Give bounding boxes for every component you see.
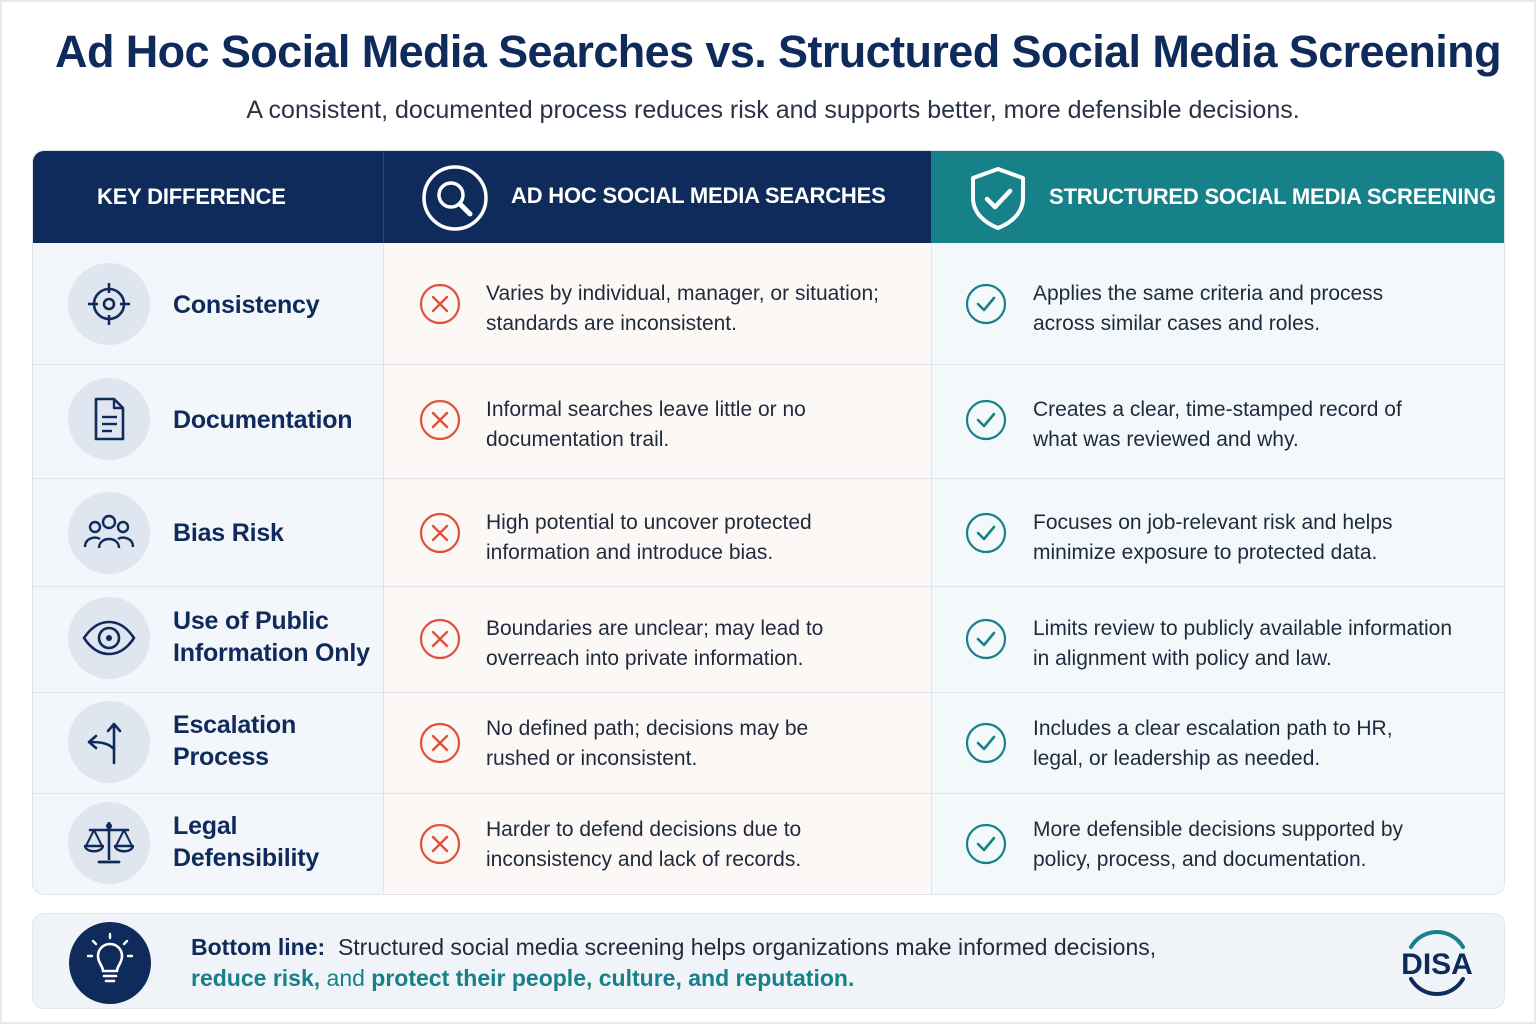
structured-cell: More defensible decisions supported by p…	[1033, 818, 1404, 871]
row-divider	[33, 586, 1504, 587]
cross-icon	[419, 283, 461, 325]
column-divider	[383, 243, 384, 894]
row-label: Escalation Process	[173, 711, 297, 771]
row-icon-circle	[68, 492, 150, 574]
adhoc-cell: Varies by individual, manager, or situat…	[486, 282, 879, 335]
header-adhoc-label: AD HOC SOCIAL MEDIA SEARCHES	[511, 183, 886, 208]
adhoc-cell: Boundaries are unclear; may lead to over…	[486, 617, 824, 670]
header-structured: STRUCTURED SOCIAL MEDIA SCREENING	[931, 151, 1504, 243]
disa-logo: DISA	[1401, 929, 1473, 997]
table-row: Escalation Process No defined path; deci…	[33, 693, 1504, 793]
adhoc-cell: Informal searches leave little or no doc…	[486, 398, 806, 451]
bottom-line-text-1: Bottom line: Structured social media scr…	[191, 934, 1156, 961]
cross-icon	[419, 399, 461, 441]
header-key-difference: KEY DIFFERENCE	[33, 151, 383, 243]
check-icon	[965, 722, 1007, 764]
table-row: Legal Defensibility Harder to defend dec…	[33, 794, 1504, 894]
lightbulb-icon	[86, 932, 134, 983]
row-icon-circle	[68, 701, 150, 783]
structured-cell: Creates a clear, time-stamped record of …	[1033, 398, 1402, 451]
check-icon	[965, 283, 1007, 325]
page-title: Ad Hoc Social Media Searches vs. Structu…	[55, 26, 1502, 77]
row-divider	[33, 692, 1504, 693]
scales-icon	[83, 822, 135, 864]
eye-icon	[82, 620, 136, 656]
cross-icon	[419, 512, 461, 554]
table-row: Consistency Varies by individual, manage…	[33, 243, 1504, 364]
row-icon-circle	[68, 378, 150, 460]
row-icon-circle	[68, 597, 150, 679]
row-divider	[33, 793, 1504, 794]
row-icon-circle	[68, 802, 150, 884]
adhoc-column-bg	[384, 243, 931, 894]
row-label: Bias Risk	[173, 519, 284, 547]
people-icon	[83, 514, 135, 549]
bottom-line-text-2: reduce risk, and protect their people, c…	[191, 965, 855, 991]
structured-cell: Limits review to publicly available info…	[1033, 617, 1453, 670]
comparison-table: KEY DIFFERENCE AD HOC SOCIAL MEDIA SEARC…	[32, 150, 1505, 895]
table-row: Bias Risk High potential to uncover prot…	[33, 479, 1504, 586]
bulb-circle	[69, 922, 151, 1004]
structured-cell: Focuses on job-relevant risk and helps m…	[1033, 511, 1393, 564]
table-row: Use of Public Information Only Boundarie…	[33, 587, 1504, 692]
row-label: Consistency	[173, 291, 320, 319]
adhoc-cell: Harder to defend decisions due to incons…	[486, 818, 802, 871]
row-divider	[33, 364, 1504, 365]
cross-icon	[419, 722, 461, 764]
split-arrows-icon	[87, 722, 122, 765]
header-structured-label: STRUCTURED SOCIAL MEDIA SCREENING	[1049, 184, 1496, 209]
cross-icon	[419, 618, 461, 660]
page-subtitle: A consistent, documented process reduces…	[246, 96, 1300, 124]
header-divider	[383, 151, 384, 243]
table-row: Documentation Informal searches leave li…	[33, 365, 1504, 478]
adhoc-cell: No defined path; decisions may be rushed…	[486, 717, 809, 770]
check-icon	[965, 399, 1007, 441]
header-adhoc: AD HOC SOCIAL MEDIA SEARCHES	[384, 151, 931, 243]
bottom-line-label: Bottom line:	[191, 934, 326, 960]
row-divider	[33, 478, 1504, 479]
target-icon	[88, 283, 130, 325]
shield-check-icon	[971, 167, 1025, 230]
document-icon	[94, 397, 125, 441]
magnifier-icon	[422, 165, 488, 231]
check-icon	[965, 823, 1007, 865]
column-divider	[931, 243, 932, 894]
row-icon-circle	[68, 263, 150, 345]
row-label: Documentation	[173, 406, 353, 434]
row-label: Use of Public Information Only	[173, 607, 370, 667]
bottom-line-banner: Bottom line: Structured social media scr…	[32, 913, 1505, 1009]
bottom-line-sentence: Structured social media screening helps …	[337, 934, 1157, 960]
row-label: Legal Defensibility	[173, 812, 320, 872]
structured-cell: Includes a clear escalation path to HR, …	[1033, 717, 1393, 770]
header-key-label: KEY DIFFERENCE	[97, 184, 286, 209]
cross-icon	[419, 823, 461, 865]
check-icon	[965, 618, 1007, 660]
adhoc-cell: High potential to uncover protected info…	[486, 511, 812, 564]
structured-column-bg	[932, 243, 1504, 894]
check-icon	[965, 512, 1007, 554]
structured-cell: Applies the same criteria and process ac…	[1033, 282, 1384, 335]
table-header: KEY DIFFERENCE AD HOC SOCIAL MEDIA SEARC…	[33, 151, 1504, 243]
svg-text:DISA: DISA	[1401, 948, 1473, 981]
